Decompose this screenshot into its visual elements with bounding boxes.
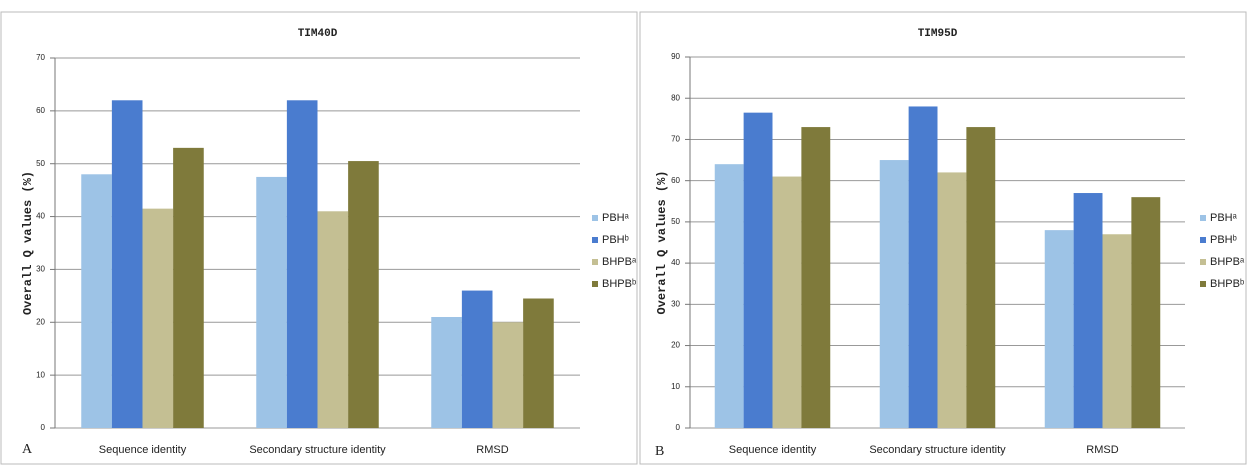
x-tick-label: Secondary structure identity (869, 444, 1006, 456)
y-tick-label: 40 (36, 212, 45, 221)
legend-swatch (592, 259, 598, 265)
bar (256, 176, 287, 428)
bar (142, 208, 174, 428)
y-tick-label: 20 (671, 341, 680, 350)
chart-title: TIM95D (918, 28, 958, 40)
y-tick-label: 10 (671, 382, 680, 391)
y-tick-label: 90 (671, 52, 680, 61)
bar (772, 176, 802, 428)
legend-label: PBHᵇ (602, 234, 629, 246)
bar (1102, 234, 1132, 428)
y-tick-label: 20 (36, 317, 45, 326)
chart-title: TIM40D (298, 28, 338, 40)
legend-label: BHPBᵃ (1210, 256, 1245, 268)
y-tick-label: 50 (671, 217, 680, 226)
bar (431, 317, 462, 428)
y-tick-label: 60 (36, 106, 45, 115)
panel-frame (639, 11, 1247, 465)
y-tick-label: 70 (671, 135, 680, 144)
x-tick-label: Sequence identity (729, 444, 817, 456)
bar (492, 322, 524, 428)
bar (937, 172, 967, 428)
bar (743, 112, 773, 429)
legend-label: PBHᵃ (1210, 212, 1238, 224)
legend-swatch (1200, 281, 1206, 287)
legend-label: BHPBᵇ (602, 278, 636, 290)
y-tick-label: 70 (36, 53, 45, 62)
bar (348, 161, 379, 429)
y-tick-label: 10 (36, 370, 45, 379)
y-tick-label: 0 (41, 423, 46, 432)
bar (1044, 230, 1074, 428)
bar (111, 100, 143, 429)
bar (173, 147, 204, 428)
bar (286, 100, 318, 429)
y-tick-label: 30 (36, 265, 45, 274)
bar (81, 174, 112, 428)
y-tick-label: 60 (671, 176, 680, 185)
legend-swatch (592, 281, 598, 287)
bar (1073, 193, 1103, 428)
legend-swatch (1200, 237, 1206, 243)
y-tick-label: 80 (671, 93, 680, 102)
bar (1131, 197, 1161, 428)
x-tick-label: Sequence identity (99, 444, 187, 456)
bar (966, 127, 996, 429)
legend-swatch (592, 215, 598, 221)
y-tick-label: 0 (676, 423, 681, 432)
panel-label: B (655, 444, 664, 459)
legend-label: PBHᵃ (602, 212, 630, 224)
legend-label: PBHᵇ (1210, 234, 1237, 246)
x-tick-label: RMSD (476, 444, 508, 456)
legend-swatch (592, 237, 598, 243)
bar (523, 298, 554, 428)
x-tick-label: Secondary structure identity (249, 444, 386, 456)
bar (317, 211, 349, 428)
panel-label: A (22, 442, 33, 457)
y-axis-label: Overall Q values (%) (21, 171, 35, 315)
y-tick-label: 50 (36, 159, 45, 168)
legend-label: BHPBᵇ (1210, 278, 1244, 290)
legend-swatch (1200, 215, 1206, 221)
bar (801, 127, 831, 429)
x-tick-label: RMSD (1086, 444, 1118, 456)
bar (714, 164, 744, 428)
bar (908, 106, 938, 428)
y-axis-label: Overall Q values (%) (655, 170, 669, 314)
y-tick-label: 40 (671, 258, 680, 267)
y-tick-label: 30 (671, 299, 680, 308)
bar (879, 160, 909, 429)
panel-frame (0, 11, 638, 465)
legend-label: BHPBᵃ (602, 256, 637, 268)
bar (461, 290, 493, 428)
legend-swatch (1200, 259, 1206, 265)
